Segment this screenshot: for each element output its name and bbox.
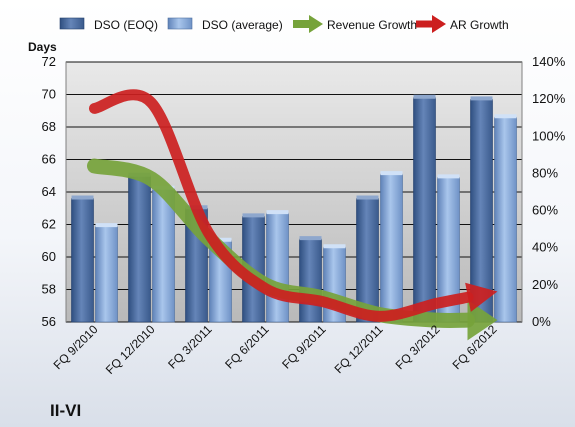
y2-tick-label: 20% — [532, 277, 558, 292]
bar-dso-average-top — [437, 174, 460, 179]
x-tick-label: FQ 3/2011 — [165, 322, 215, 372]
legend-label: DSO (EOQ) — [94, 18, 158, 32]
bar-dso-average — [380, 173, 403, 323]
bar-dso-average — [152, 188, 175, 323]
bar-dso-average — [494, 116, 517, 323]
y-tick-label: 72 — [42, 54, 56, 69]
y2-tick-label: 80% — [532, 165, 558, 180]
x-tick-label: FQ 9/2011 — [279, 322, 329, 372]
y-tick-label: 58 — [42, 282, 56, 297]
x-tick-label: FQ 3/2012 — [393, 322, 443, 372]
y-tick-label: 62 — [42, 217, 56, 232]
y2-tick-label: 60% — [532, 203, 558, 218]
bar-dso-average-top — [494, 114, 517, 119]
bar-dso-eoq-top — [413, 94, 436, 99]
y-tick-label: 70 — [42, 87, 56, 102]
bar-dso-eoq-top — [470, 96, 493, 101]
company-label: II-VI — [50, 401, 81, 420]
bar-dso-eoq-top — [356, 195, 379, 200]
bar-dso-eoq-top — [299, 236, 322, 241]
bar-dso-eoq-top — [242, 213, 265, 218]
y-tick-label: 68 — [42, 119, 56, 134]
bar-dso-eoq-top — [71, 195, 94, 200]
y-tick-label: 56 — [42, 314, 56, 329]
revenue-growth-arrowhead — [467, 299, 498, 341]
bar-dso-average-top — [323, 244, 346, 249]
y-tick-label: 64 — [42, 184, 56, 199]
x-tick-label: FQ 9/2010 — [51, 322, 101, 372]
legend-label: AR Growth — [450, 18, 509, 32]
x-tick-label: FQ 12/2011 — [332, 322, 386, 376]
bar-dso-eoq — [299, 238, 322, 323]
y2-tick-label: 100% — [532, 128, 566, 143]
bar-dso-average-top — [380, 171, 403, 176]
y2-tick-label: 40% — [532, 240, 558, 255]
legend-swatch — [59, 17, 85, 30]
y-tick-label: 66 — [42, 152, 56, 167]
y2-tick-label: 0% — [532, 314, 551, 329]
ar-growth-line — [89, 89, 474, 322]
bar-dso-average — [266, 212, 289, 323]
y2-tick-label: 140% — [532, 54, 566, 69]
legend-swatch-arrow — [432, 15, 446, 33]
bar-dso-eoq — [413, 97, 436, 323]
y2-tick-label: 120% — [532, 91, 566, 106]
ar-growth-arrowhead — [465, 282, 498, 312]
y-tick-label: 60 — [42, 249, 56, 264]
legend-swatch — [167, 17, 193, 30]
bar-dso-average-top — [95, 223, 118, 228]
y-axis-title: Days — [28, 40, 57, 54]
bar-dso-eoq — [71, 198, 94, 323]
bar-dso-average-top — [266, 210, 289, 215]
legend-label: DSO (average) — [202, 18, 283, 32]
legend-label: Revenue Growth — [327, 18, 417, 32]
x-tick-label: FQ 12/2010 — [103, 322, 158, 377]
x-tick-label: FQ 6/2011 — [222, 322, 272, 372]
bar-dso-eoq — [128, 175, 151, 323]
legend-swatch-arrow — [309, 15, 323, 33]
bar-dso-average — [95, 225, 118, 323]
